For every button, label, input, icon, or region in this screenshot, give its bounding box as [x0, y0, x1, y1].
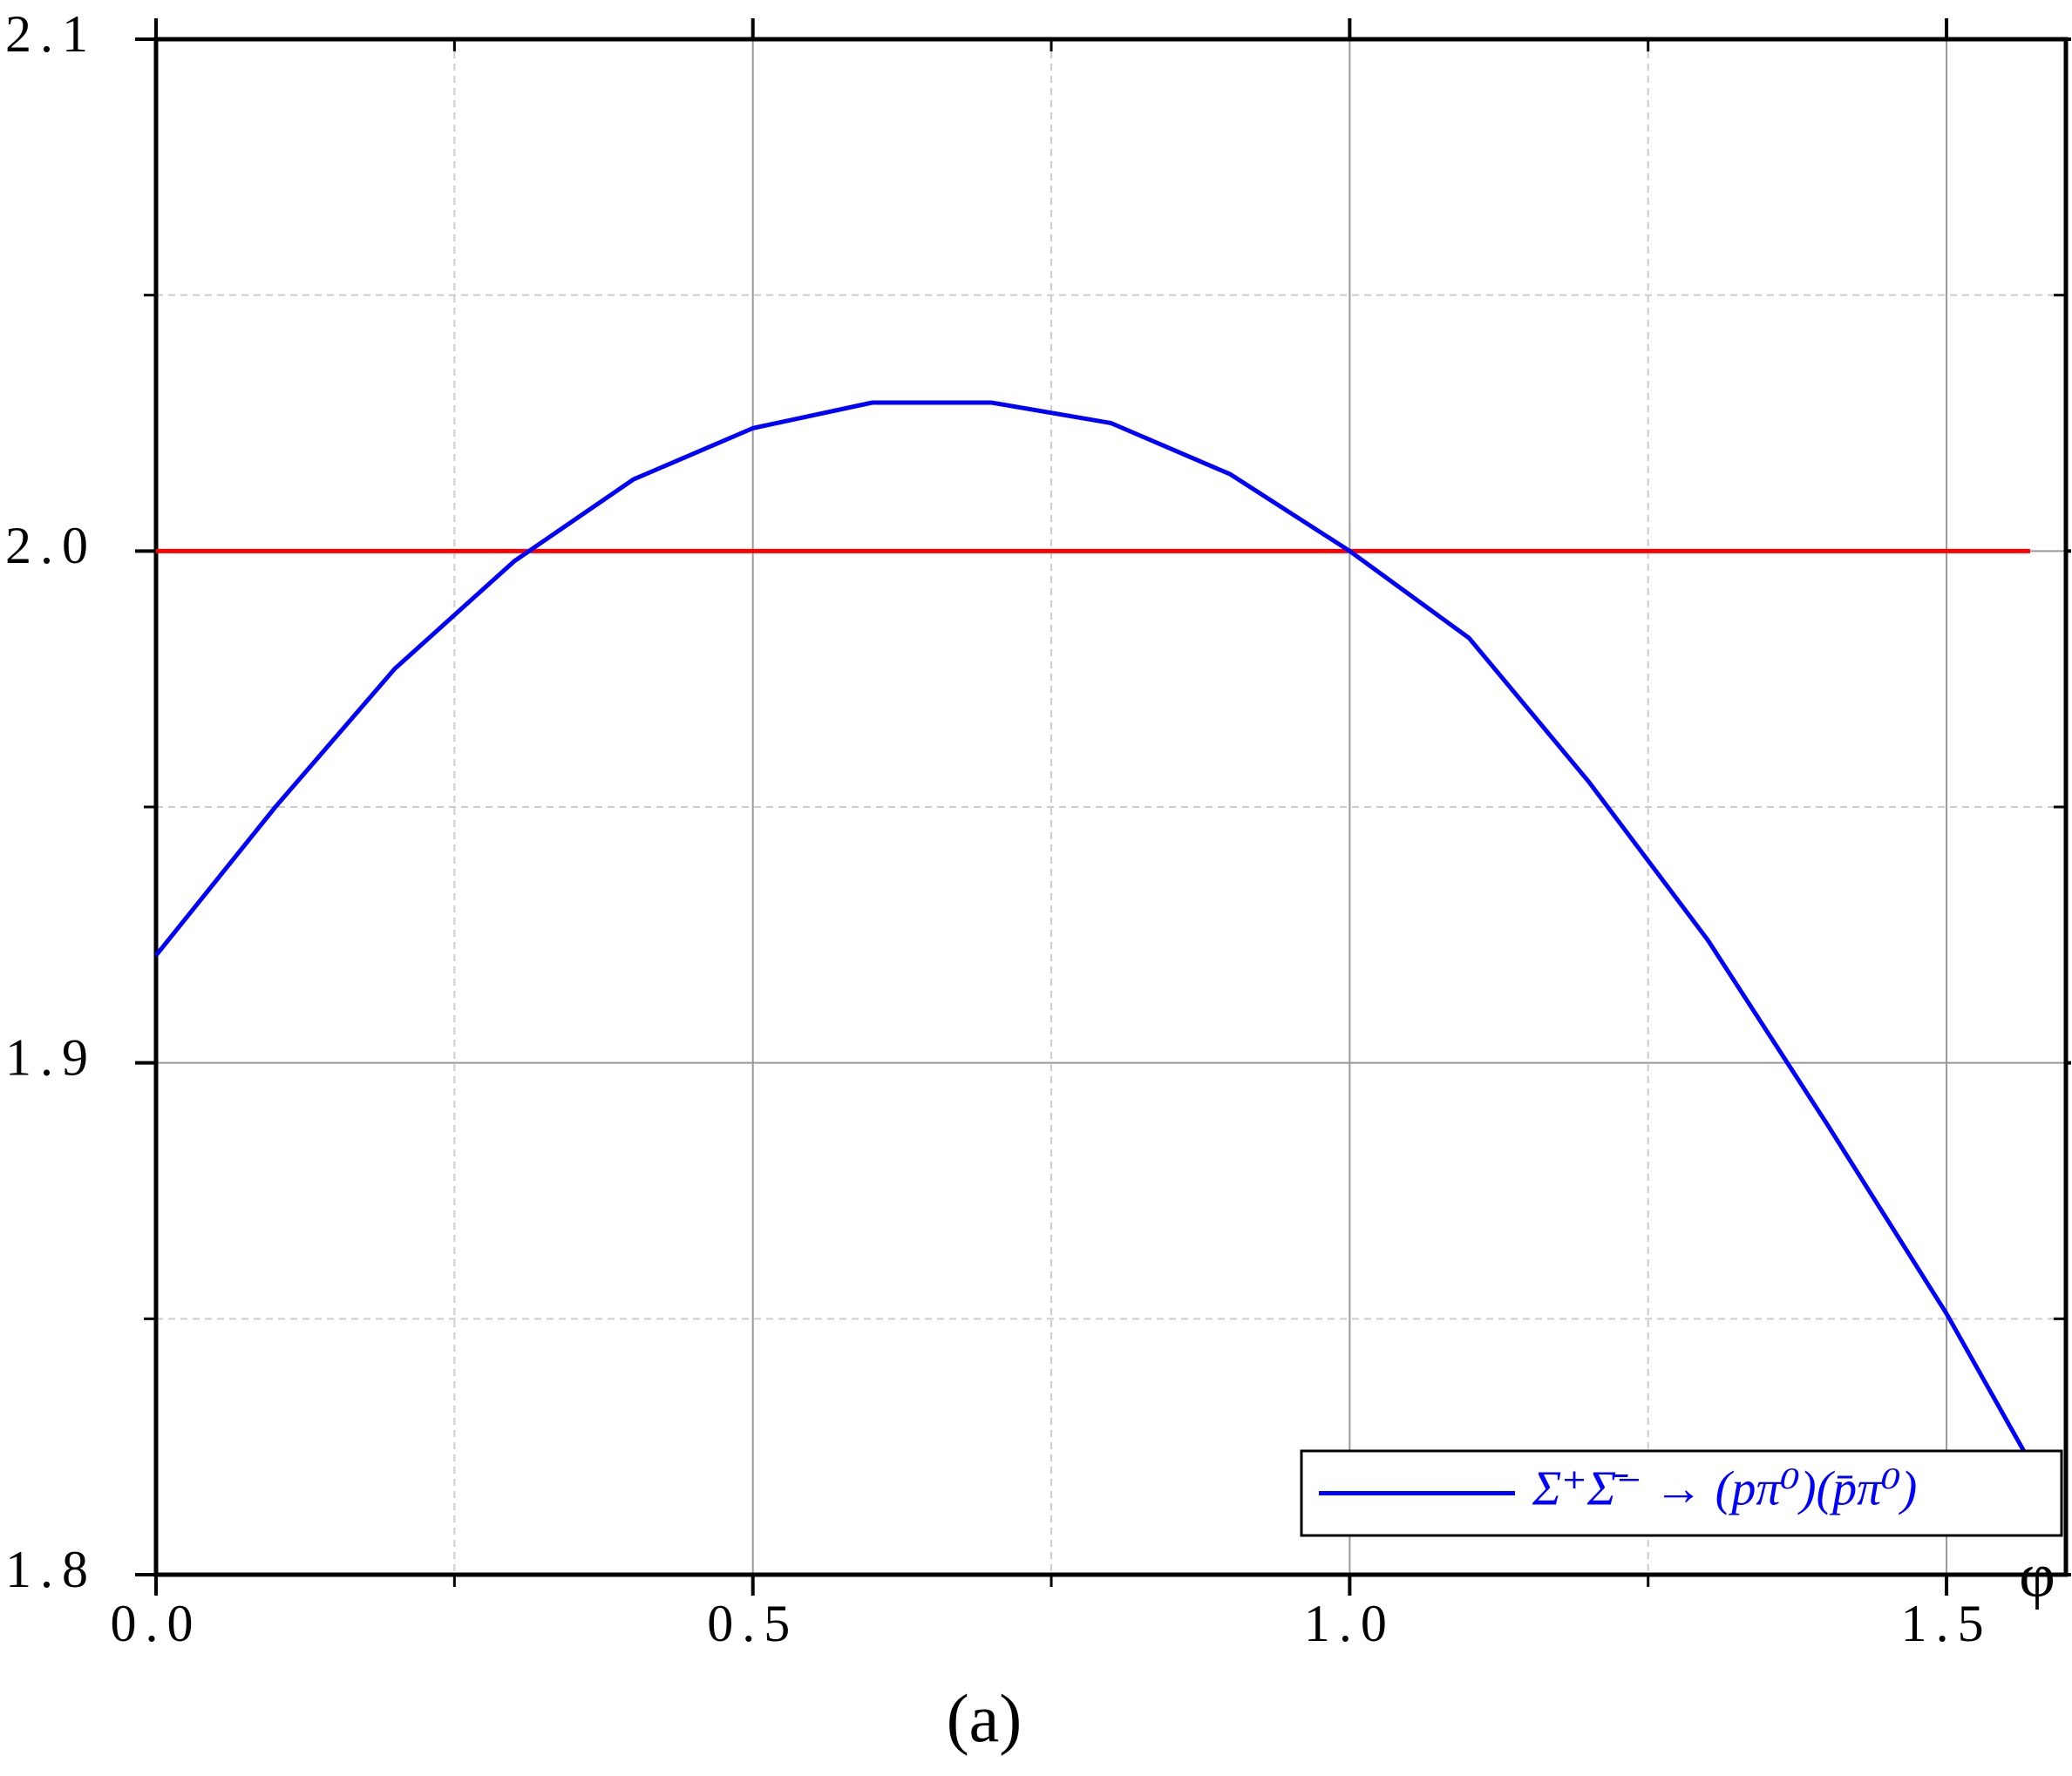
x-tick-label: 1.5 — [1901, 1595, 1993, 1652]
legend-label: Σ⁺Σ̄⁻ → (pπ⁰)(p̄π⁰) — [1532, 1461, 1917, 1515]
panel-label: (a) — [947, 1680, 1022, 1756]
x-tick-label: 1.0 — [1304, 1595, 1396, 1652]
series-line — [154, 400, 2033, 1464]
y-tick-label: 1.8 — [5, 1541, 97, 1598]
y-tick-label: 2.1 — [5, 5, 97, 63]
x-tick-label: 0.5 — [707, 1595, 798, 1652]
y-tick-label: 1.9 — [5, 1028, 97, 1086]
y-tick-label: 2.0 — [5, 517, 97, 574]
x-tick-label: 0.0 — [111, 1595, 202, 1652]
plot-frame — [153, 37, 2069, 1577]
